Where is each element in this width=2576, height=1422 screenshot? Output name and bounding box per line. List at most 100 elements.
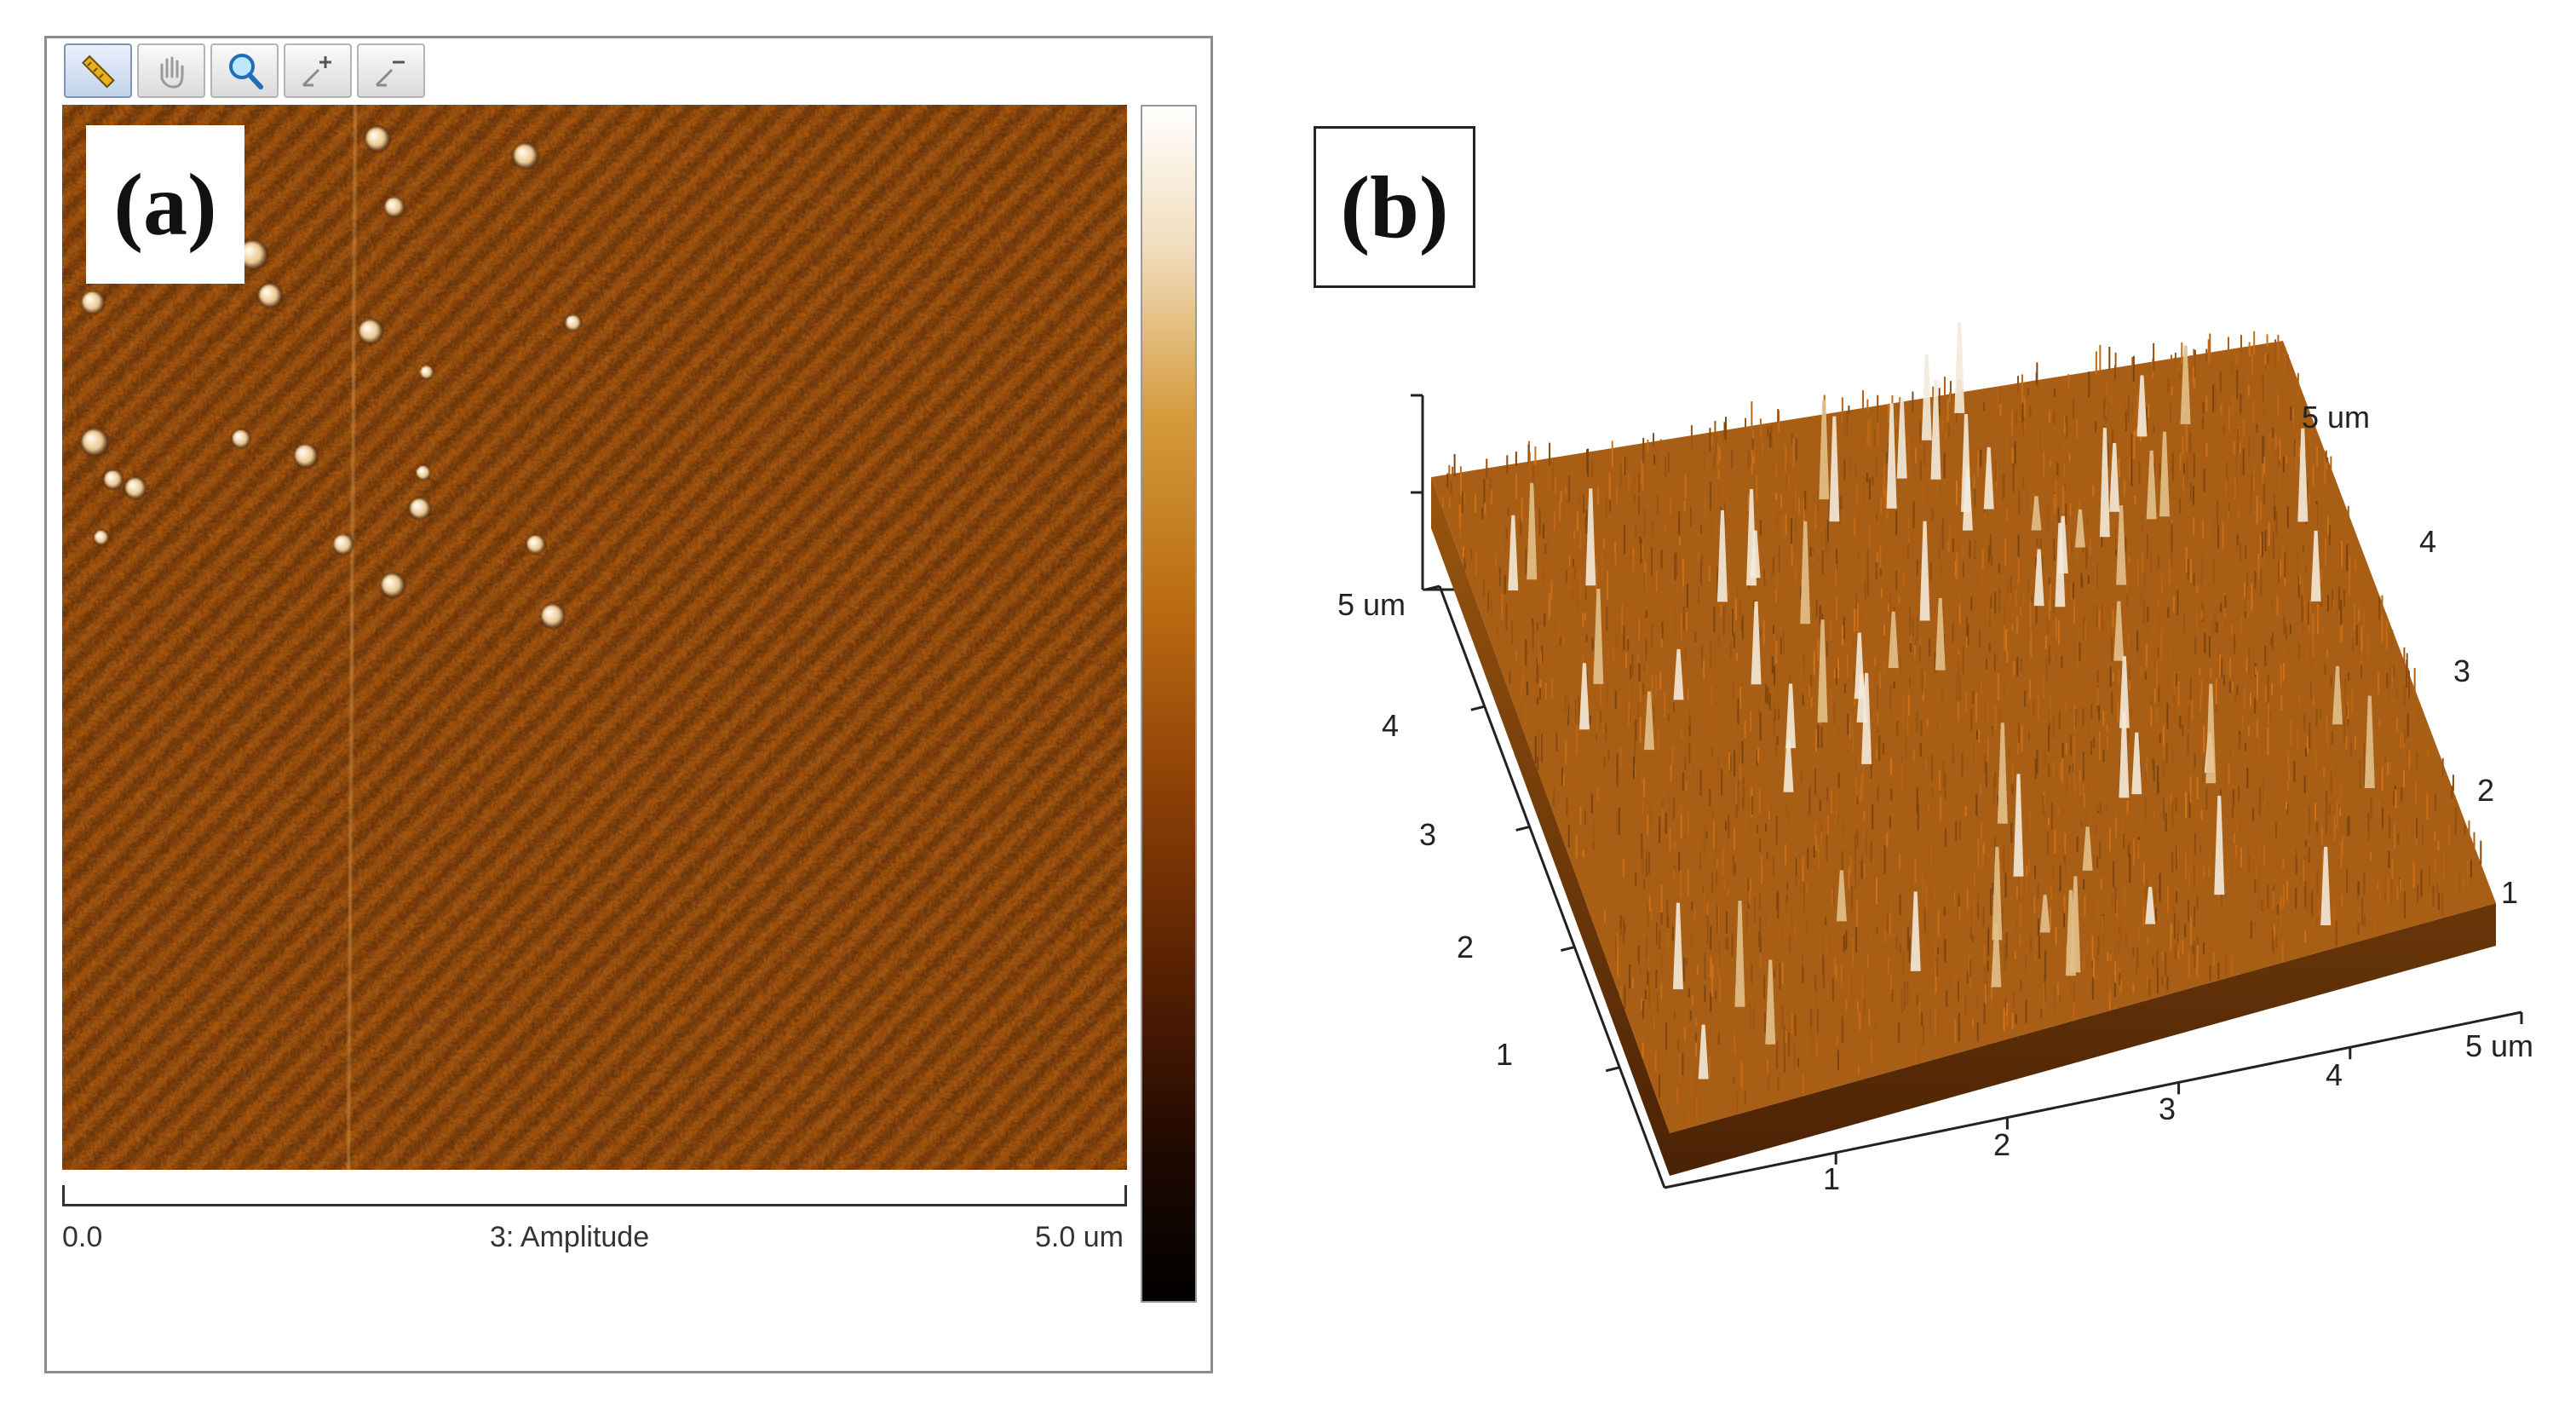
surface-peak	[2033, 549, 2044, 607]
axis-tick	[1561, 946, 1575, 953]
x-tick-1: 1	[1823, 1161, 1840, 1196]
surface-peak	[1593, 589, 1604, 684]
surface-peak	[2205, 683, 2217, 784]
surface-peak	[1854, 632, 1865, 699]
surface-peak	[2065, 889, 2076, 976]
surface-peak	[2013, 774, 2024, 877]
x-tick-2: 2	[1993, 1127, 2010, 1162]
surface-peak	[1836, 870, 1847, 922]
surface-peak	[2145, 886, 2156, 924]
surface-peak	[2039, 895, 2050, 933]
surface-peak	[2332, 665, 2343, 725]
surface-3d-plot: 1 2 3 4 5 um 1 2 3 4 5 um 1 2 3 4 5 um	[1337, 322, 2533, 1196]
scale-line	[62, 1204, 1127, 1206]
surface-peak	[2131, 732, 2142, 795]
surface-peak	[2057, 515, 2068, 573]
surface-peak	[2136, 375, 2148, 437]
surface-peak	[1765, 959, 1776, 1045]
surface-peak	[2297, 428, 2309, 522]
surface-peak	[1829, 416, 1840, 522]
axis-tick	[1425, 584, 1440, 591]
surface-peak	[1930, 380, 1941, 480]
ruler-tool-button[interactable]	[64, 43, 132, 98]
surface-peak	[2119, 711, 2130, 798]
pan-tool-button[interactable]	[137, 43, 205, 98]
back-tick-4: 4	[2419, 524, 2436, 559]
surface-peak	[1896, 397, 1907, 479]
surface-peak	[1783, 739, 1794, 792]
ruler-icon	[81, 55, 115, 89]
zoom-out-button[interactable]	[357, 43, 425, 98]
x-tick-3: 3	[2159, 1091, 2176, 1126]
surface-front-face	[1431, 477, 2496, 1176]
surface-peak	[1997, 723, 2008, 824]
magnify-tool-button[interactable]	[210, 43, 279, 98]
surface-top-face	[1431, 341, 2496, 1133]
surface-peak	[2146, 450, 2157, 520]
y-tick-5: 5 um	[1337, 587, 1406, 622]
surface-peak	[2116, 505, 2127, 585]
hand-pan-icon	[160, 56, 184, 89]
zoom-in-button[interactable]	[284, 43, 352, 98]
y-tick-4: 4	[1382, 708, 1399, 743]
surface-peak	[1992, 846, 2003, 941]
scale-start-label: 0.0	[62, 1221, 103, 1253]
color-scale-bar	[1141, 105, 1197, 1303]
surface-peak	[2320, 846, 2332, 925]
axis-ticks	[1425, 584, 2523, 1165]
magnifier-icon	[229, 54, 263, 89]
channel-label: 3: Amplitude	[490, 1221, 650, 1253]
surface-peak	[1817, 619, 1828, 723]
surface-peak	[1698, 1024, 1709, 1079]
y-tick-3: 3	[1419, 817, 1436, 852]
back-tick-5: 5 um	[2302, 400, 2370, 435]
surface-peak	[1644, 691, 1655, 751]
afm-amplitude-image[interactable]: (a)	[62, 105, 1127, 1170]
x-tick-5: 5 um	[2465, 1028, 2533, 1063]
axis-tick	[1605, 1066, 1620, 1073]
surface-peak	[1888, 611, 1899, 669]
surface-peak	[1819, 400, 1830, 500]
surface-peak	[2214, 795, 2225, 895]
surface-peak	[2364, 695, 2375, 788]
panel-a-label: (a)	[86, 125, 244, 284]
surface-peak	[1751, 601, 1762, 685]
back-tick-1: 1	[2501, 875, 2518, 910]
image-toolbar	[64, 43, 425, 98]
surface-peak	[2119, 656, 2130, 728]
x-tick-4: 4	[2326, 1057, 2343, 1092]
panel-b-label: (b)	[1314, 126, 1475, 288]
surface-peak	[1983, 446, 1994, 510]
surface-peak	[2159, 431, 2171, 517]
zoom-out-icon	[375, 60, 405, 87]
surface-peak	[1716, 510, 1728, 602]
surface-peak	[1585, 488, 1596, 586]
surface-peak	[2074, 509, 2085, 548]
surface-peak	[1508, 515, 1519, 590]
surface-peak	[2031, 496, 2042, 531]
y-tick-2: 2	[1457, 930, 1474, 964]
surface-peak	[1800, 521, 1811, 625]
bottom-axis	[1664, 1010, 2522, 1189]
axis-tick	[1470, 705, 1486, 711]
scale-end-label: 5.0 um	[1035, 1221, 1124, 1253]
surface-peak	[1962, 467, 1973, 531]
surface-peaks	[1508, 322, 2375, 1079]
scale-tick-end	[1124, 1185, 1127, 1206]
surface-peak	[1861, 672, 1872, 764]
surface-peak	[1954, 322, 1965, 413]
surface-peak	[1991, 922, 2002, 987]
back-tick-3: 3	[2453, 653, 2470, 688]
surface-peak	[2113, 601, 2125, 661]
axis-tick	[1515, 825, 1530, 832]
surface-peak	[2180, 345, 2191, 424]
surface-peak	[1886, 403, 1897, 509]
surface-peak	[2109, 442, 2120, 512]
surface-peak	[1935, 597, 1946, 671]
surface-peak	[1910, 891, 1921, 971]
scale-tick-start	[62, 1185, 65, 1206]
surface-peak	[1527, 482, 1538, 580]
surface-peak	[1921, 354, 1932, 440]
surface-peak	[2099, 428, 2110, 538]
surface-3d-panel: 1 2 3 4 5 um 1 2 3 4 5 um 1 2 3 4 5 um (…	[1303, 51, 2539, 1244]
